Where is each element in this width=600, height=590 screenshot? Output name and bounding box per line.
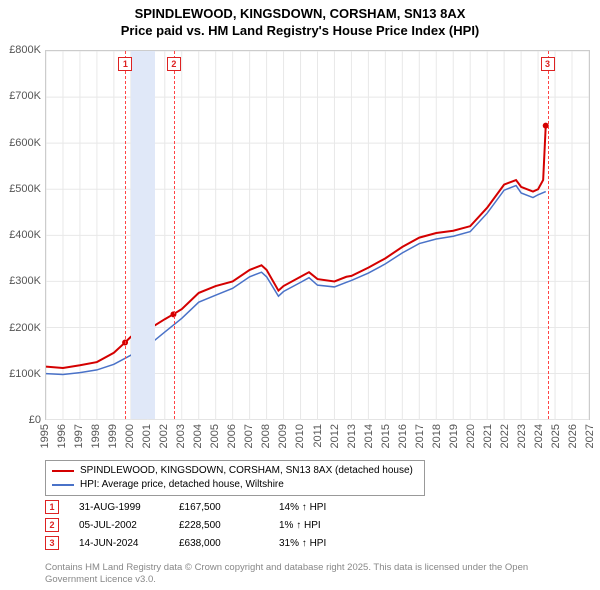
x-tick-label: 2004: [192, 424, 204, 448]
x-tick-label: 2027: [584, 424, 596, 448]
x-tick-label: 2020: [465, 424, 477, 448]
y-tick-label: £600K: [9, 137, 41, 149]
x-tick-label: 2023: [516, 424, 528, 448]
sale-price: £638,000: [179, 538, 259, 549]
y-tick-label: £100K: [9, 368, 41, 380]
attribution-text: Contains HM Land Registry data © Crown c…: [45, 562, 575, 586]
y-axis: £0£100K£200K£300K£400K£500K£600K£700K£80…: [0, 50, 45, 420]
x-tick-label: 1996: [56, 424, 68, 448]
x-tick-label: 2014: [363, 424, 375, 448]
sales-row: 1 31-AUG-1999 £167,500 14% ↑ HPI: [45, 500, 445, 514]
x-tick-label: 2016: [397, 424, 409, 448]
sale-marker-1: 1: [118, 57, 132, 71]
legend-item: HPI: Average price, detached house, Wilt…: [52, 478, 418, 492]
sale-marker-3: 3: [541, 57, 555, 71]
y-tick-label: £300K: [9, 275, 41, 287]
sale-date: 05-JUL-2002: [79, 520, 159, 531]
x-tick-label: 1999: [107, 424, 119, 448]
x-tick-label: 2009: [277, 424, 289, 448]
x-tick-label: 2003: [175, 424, 187, 448]
x-tick-label: 2010: [294, 424, 306, 448]
y-tick-label: £800K: [9, 44, 41, 56]
x-tick-label: 2025: [550, 424, 562, 448]
x-tick-label: 2008: [260, 424, 272, 448]
legend-label: HPI: Average price, detached house, Wilt…: [80, 478, 284, 492]
y-tick-label: £700K: [9, 90, 41, 102]
x-tick-label: 2022: [499, 424, 511, 448]
x-tick-label: 2002: [158, 424, 170, 448]
sale-number-box: 1: [45, 500, 59, 514]
recession-shade: [131, 51, 155, 419]
x-axis: 1995199619971998199920002001200220032004…: [45, 420, 590, 460]
x-tick-label: 2021: [482, 424, 494, 448]
chart-svg: [46, 51, 589, 420]
x-tick-label: 2018: [431, 424, 443, 448]
sales-row: 2 05-JUL-2002 £228,500 1% ↑ HPI: [45, 518, 445, 532]
sale-delta: 31% ↑ HPI: [279, 538, 359, 549]
x-tick-label: 1995: [39, 424, 51, 448]
sale-number-box: 3: [45, 536, 59, 550]
x-tick-label: 1998: [90, 424, 102, 448]
x-tick-label: 2005: [209, 424, 221, 448]
y-tick-label: £500K: [9, 183, 41, 195]
sale-vline: [174, 51, 175, 419]
x-tick-label: 2017: [414, 424, 426, 448]
x-tick-label: 2026: [567, 424, 579, 448]
legend-swatch: [52, 470, 74, 472]
x-tick-label: 1997: [73, 424, 85, 448]
legend-item: SPINDLEWOOD, KINGSDOWN, CORSHAM, SN13 8A…: [52, 464, 418, 478]
x-tick-label: 2024: [533, 424, 545, 448]
sale-price: £228,500: [179, 520, 259, 531]
sales-table: 1 31-AUG-1999 £167,500 14% ↑ HPI 2 05-JUL-200…: [45, 500, 445, 554]
y-tick-label: £400K: [9, 229, 41, 241]
sale-date: 14-JUN-2024: [79, 538, 159, 549]
sale-number-box: 2: [45, 518, 59, 532]
sale-date: 31-AUG-1999: [79, 502, 159, 513]
chart-plot-area: 1 2 3: [45, 50, 590, 420]
x-tick-label: 2007: [243, 424, 255, 448]
sales-row: 3 14-JUN-2024 £638,000 31% ↑ HPI: [45, 536, 445, 550]
chart-title: SPINDLEWOOD, KINGSDOWN, CORSHAM, SN13 8A…: [0, 0, 600, 40]
x-tick-label: 2012: [329, 424, 341, 448]
legend-swatch: [52, 484, 74, 486]
x-tick-label: 2013: [346, 424, 358, 448]
sale-marker-2: 2: [167, 57, 181, 71]
sale-delta: 14% ↑ HPI: [279, 502, 359, 513]
sale-vline: [125, 51, 126, 419]
title-line1: SPINDLEWOOD, KINGSDOWN, CORSHAM, SN13 8A…: [0, 6, 600, 23]
chart-legend: SPINDLEWOOD, KINGSDOWN, CORSHAM, SN13 8A…: [45, 460, 425, 496]
x-tick-label: 2011: [312, 424, 324, 448]
sale-vline: [548, 51, 549, 419]
x-tick-label: 2006: [226, 424, 238, 448]
y-tick-label: £200K: [9, 322, 41, 334]
x-tick-label: 2001: [141, 424, 153, 448]
x-tick-label: 2015: [380, 424, 392, 448]
x-tick-label: 2019: [448, 424, 460, 448]
sale-price: £167,500: [179, 502, 259, 513]
title-line2: Price paid vs. HM Land Registry's House …: [0, 23, 600, 40]
x-tick-label: 2000: [124, 424, 136, 448]
legend-label: SPINDLEWOOD, KINGSDOWN, CORSHAM, SN13 8A…: [80, 464, 413, 478]
sale-delta: 1% ↑ HPI: [279, 520, 359, 531]
